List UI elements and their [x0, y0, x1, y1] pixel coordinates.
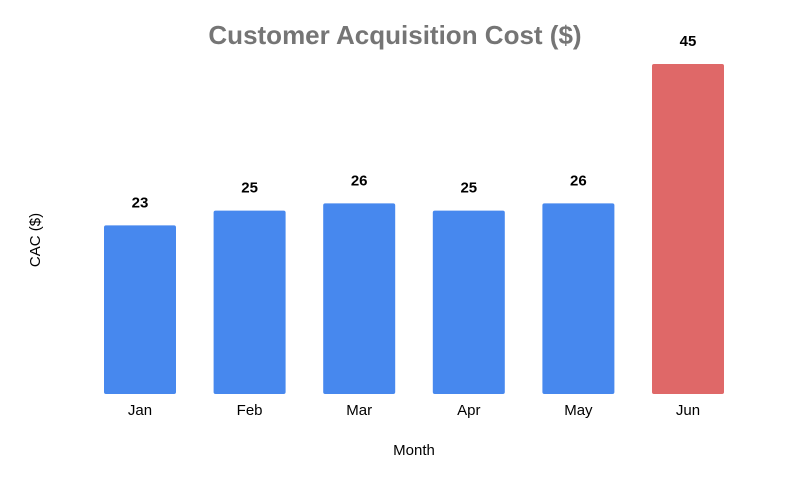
bar-may	[542, 203, 615, 394]
x-tick-label-feb: Feb	[237, 402, 263, 419]
y-axis-label: CAC ($)	[27, 213, 44, 267]
bar-mar	[323, 203, 396, 394]
bar-apr	[432, 210, 505, 394]
data-label-feb: 25	[241, 180, 258, 197]
x-tick-label-may: May	[564, 402, 593, 419]
x-tick-label-jan: Jan	[128, 402, 152, 419]
x-tick-label-mar: Mar	[346, 402, 372, 419]
data-label-apr: 25	[460, 180, 477, 197]
data-label-mar: 26	[351, 172, 368, 189]
x-axis-label: Month	[393, 442, 435, 459]
x-tick-label-jun: Jun	[676, 402, 700, 419]
x-tick-label-apr: Apr	[457, 402, 480, 419]
data-label-jan: 23	[132, 194, 149, 211]
plot-area: 23 Jan 25 Feb 26 Mar 25 Apr 26 May 45 Jun	[104, 33, 724, 419]
bar-feb	[213, 210, 286, 394]
chart-title: Customer Acquisition Cost ($)	[208, 20, 581, 50]
data-label-jun: 45	[680, 33, 697, 50]
data-label-may: 26	[570, 172, 587, 189]
bar-jun	[652, 64, 724, 394]
bar-jan	[104, 225, 176, 394]
